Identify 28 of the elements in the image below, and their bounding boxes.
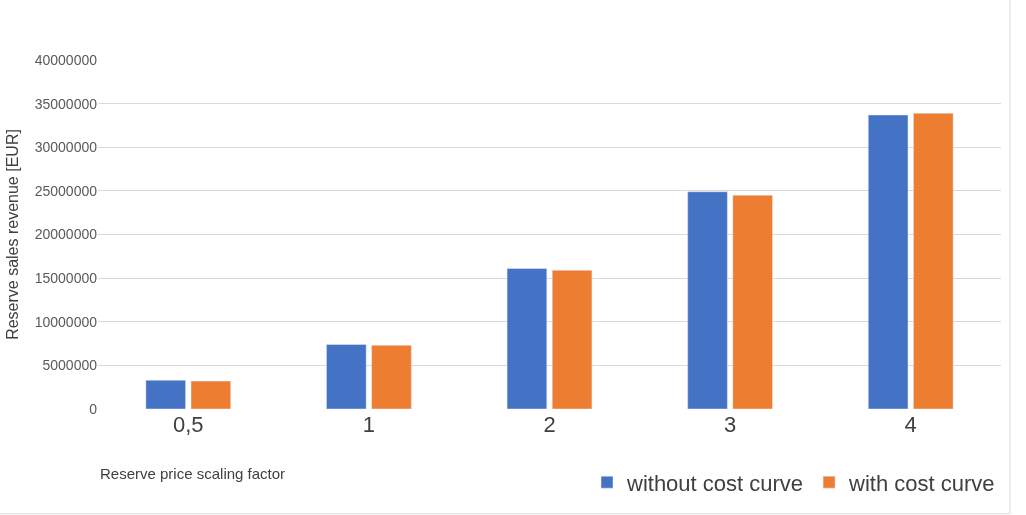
x-axis-title: Reserve price scaling factor bbox=[100, 465, 286, 482]
y-tick-label: 10000000 bbox=[34, 313, 98, 330]
y-tick-label: 30000000 bbox=[34, 139, 98, 156]
x-tick-label: 3 bbox=[723, 412, 737, 437]
x-tick-label: 4 bbox=[904, 412, 917, 437]
y-tick-label: 20000000 bbox=[34, 226, 98, 243]
bar bbox=[868, 114, 909, 409]
y-tick-label: 15000000 bbox=[34, 270, 98, 287]
bar bbox=[190, 380, 231, 409]
y-tick-label: 40000000 bbox=[34, 51, 98, 68]
legend-label: with cost curve bbox=[848, 470, 995, 496]
x-tick-label: 1 bbox=[362, 412, 376, 437]
bar bbox=[371, 345, 412, 409]
bar bbox=[732, 194, 773, 409]
y-tick-label: 35000000 bbox=[34, 95, 98, 112]
y-tick-label: 25000000 bbox=[34, 182, 98, 199]
x-tick-label: 2 bbox=[543, 412, 556, 437]
bar bbox=[551, 270, 593, 409]
bar bbox=[687, 191, 728, 409]
x-tick-label: 0,5 bbox=[173, 412, 204, 437]
y-axis-title: Reserve sales revenue [EUR] bbox=[3, 129, 21, 340]
bar bbox=[506, 268, 548, 409]
bar bbox=[913, 112, 954, 409]
legend-label: without cost curve bbox=[626, 470, 804, 496]
bar bbox=[326, 344, 367, 409]
y-tick-label: 0 bbox=[89, 400, 98, 417]
y-tick-label: 5000000 bbox=[42, 357, 98, 374]
bar bbox=[145, 379, 186, 409]
